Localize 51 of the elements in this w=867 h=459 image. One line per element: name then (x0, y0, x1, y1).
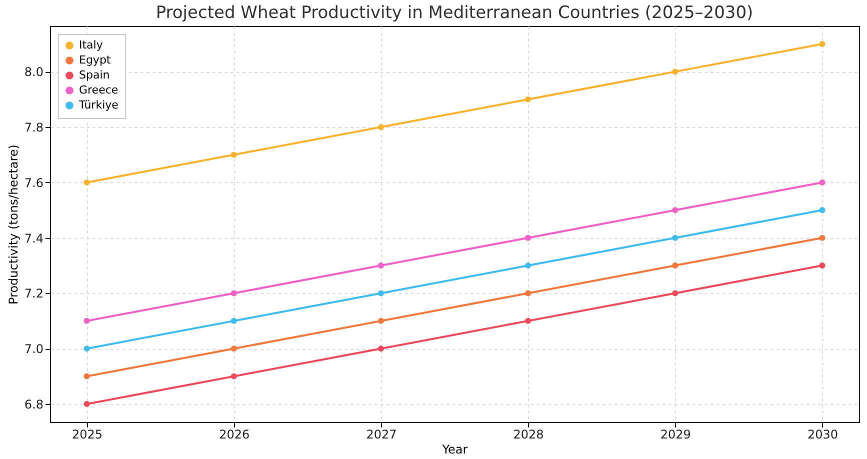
legend-label: Greece (79, 84, 118, 96)
point (819, 207, 826, 214)
point (525, 290, 532, 296)
y-axis-title: Productivity (tons/hectare) (6, 144, 20, 304)
x-tick-label: 2025 (72, 428, 103, 442)
point (672, 234, 678, 241)
point (230, 346, 237, 352)
point (378, 318, 384, 324)
x-tick-label: 2030 (807, 428, 838, 442)
y-tick-label: 7.2 (24, 286, 44, 301)
point (525, 234, 532, 241)
legend-label: Italy (79, 38, 104, 52)
legend-label: Spain (79, 68, 110, 82)
x-tick-label: 2026 (219, 428, 250, 442)
point (672, 290, 678, 296)
point (525, 262, 532, 269)
y-tick-label: 7.4 (24, 231, 44, 246)
point (84, 179, 90, 186)
point (819, 262, 826, 269)
legend-label: Egypt (79, 54, 112, 66)
point (672, 262, 678, 269)
point (84, 401, 90, 407)
point (819, 41, 826, 47)
y-tick-label: 7.6 (24, 176, 44, 190)
point (378, 124, 384, 130)
point (378, 290, 384, 296)
x-tick-label: 2028 (513, 428, 544, 442)
legend-label: Türkiye (78, 98, 119, 112)
point (230, 152, 237, 158)
x-tick-label: 2027 (366, 428, 397, 442)
point (819, 179, 826, 186)
y-tick-label: 8.0 (24, 65, 44, 80)
y-tick-label: 7.8 (24, 120, 44, 135)
point (230, 318, 237, 324)
x-tick-label: 2029 (660, 428, 691, 442)
point (230, 290, 237, 296)
chart-title: Projected Wheat Productivity in Mediterranean Countries (2025–2030) (156, 3, 754, 23)
point (819, 234, 826, 241)
y-tick-label: 7.0 (24, 342, 44, 356)
y-tick-label: 6.8 (24, 398, 44, 412)
point (525, 96, 532, 102)
point (672, 68, 678, 75)
point (525, 318, 532, 324)
point (378, 346, 384, 352)
point (672, 207, 678, 214)
point (378, 262, 384, 269)
point (230, 373, 237, 380)
point (84, 373, 90, 380)
point (84, 346, 90, 352)
point (84, 318, 90, 324)
x-axis-title: Year (441, 442, 468, 456)
